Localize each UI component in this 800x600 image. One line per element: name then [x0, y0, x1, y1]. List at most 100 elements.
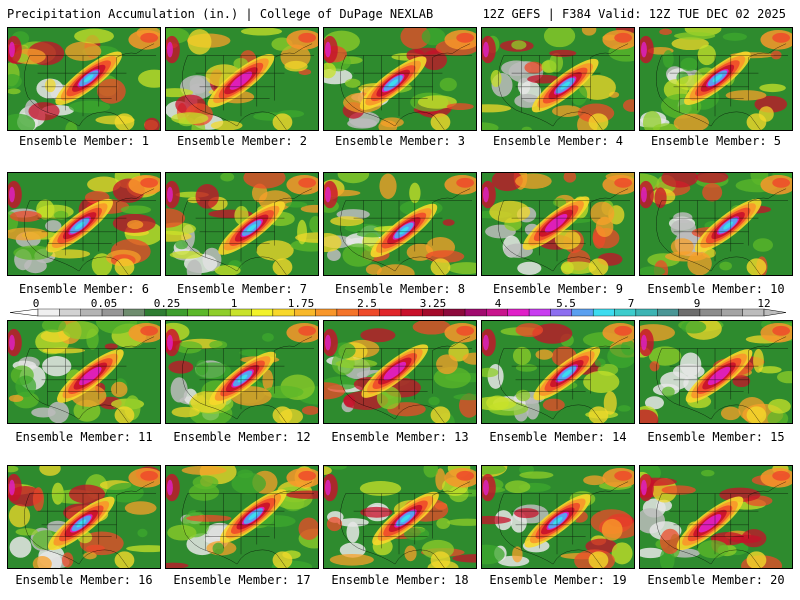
- precipitation-map-8: [324, 173, 476, 275]
- colorbar-tick-label: 0.25: [153, 297, 181, 310]
- ensemble-member-label-1: Ensemble Member: 1: [18, 134, 150, 148]
- colorbar-swatch: [187, 308, 210, 317]
- colorbar-arrow-right: [763, 308, 787, 317]
- colorbar-swatch: [464, 308, 487, 317]
- colorbar-swatch: [528, 308, 551, 317]
- precipitation-map-7: [166, 173, 318, 275]
- ensemble-member-map-4: [481, 27, 635, 131]
- precipitation-map-5: [640, 28, 792, 130]
- precipitation-map-10: [640, 173, 792, 275]
- colorbar-arrow-left: [9, 308, 39, 317]
- colorbar-swatch: [443, 308, 466, 317]
- colorbar-swatch: [507, 308, 530, 317]
- colorbar-tick-label: 12: [757, 297, 771, 310]
- precipitation-map-4: [482, 28, 634, 130]
- colorbar-swatch: [400, 308, 423, 317]
- ensemble-member-label-10: Ensemble Member: 10: [647, 282, 785, 296]
- colorbar-tick-labels: 0 0.05 0.25 1 1.75 2.5 3.25 4 5.5 7 9 12: [0, 297, 800, 310]
- colorbar-swatch: [251, 308, 274, 317]
- colorbar-tick-label: 2.5: [357, 297, 377, 310]
- colorbar-tick-label: 9: [693, 297, 701, 310]
- ensemble-member-map-19: [481, 465, 635, 569]
- precipitation-map-15: [640, 321, 792, 423]
- colorbar-swatch: [144, 308, 167, 317]
- ensemble-member-map-2: [165, 27, 319, 131]
- precipitation-map-13: [324, 321, 476, 423]
- ensemble-member-map-3: [323, 27, 477, 131]
- ensemble-member-map-20: [639, 465, 793, 569]
- colorbar-swatch: [229, 308, 252, 317]
- colorbar-swatch: [294, 308, 316, 317]
- ensemble-member-label-18: Ensemble Member: 18: [331, 573, 469, 587]
- product-title: Precipitation Accumulation (in.) | Colle…: [7, 7, 434, 21]
- ensemble-member-label-5: Ensemble Member: 5: [650, 134, 782, 148]
- colorbar-swatch: [272, 308, 295, 317]
- ensemble-member-label-20: Ensemble Member: 20: [647, 573, 785, 587]
- colorbar-tick-label: 4: [494, 297, 502, 310]
- colorbar-swatch: [101, 308, 124, 317]
- precipitation-map-6: [8, 173, 160, 275]
- precipitation-map-20: [640, 466, 792, 568]
- colorbar-swatch: [315, 308, 338, 317]
- precipitation-map-1: [8, 28, 160, 130]
- precipitation-map-17: [166, 466, 318, 568]
- ensemble-member-label-17: Ensemble Member: 17: [173, 573, 311, 587]
- colorbar-tick-label: 0: [32, 297, 40, 310]
- ensemble-member-label-14: Ensemble Member: 14: [489, 430, 627, 444]
- model-valid-time: 12Z GEFS | F384 Valid: 12Z TUE DEC 02 20…: [482, 7, 786, 21]
- precipitation-map-2: [166, 28, 318, 130]
- colorbar-tick-label: 5.5: [556, 297, 576, 310]
- colorbar-swatch: [635, 308, 658, 317]
- colorbar-tick-label: 1: [230, 297, 238, 310]
- ensemble-member-map-14: [481, 320, 635, 424]
- ensemble-member-map-11: [7, 320, 161, 424]
- colorbar-swatch: [80, 308, 103, 317]
- colorbar-swatch: [571, 308, 594, 317]
- header: Precipitation Accumulation (in.) | Colle…: [0, 0, 800, 26]
- colorbar-swatch: [486, 308, 508, 317]
- precipitation-map-18: [324, 466, 476, 568]
- colorbar-swatch: [336, 308, 359, 317]
- ensemble-member-label-12: Ensemble Member: 12: [173, 430, 311, 444]
- ensemble-member-label-4: Ensemble Member: 4: [492, 134, 624, 148]
- colorbar-tick-label: 0.05: [90, 297, 118, 310]
- ensemble-member-label-8: Ensemble Member: 8: [334, 282, 466, 296]
- precipitation-map-9: [482, 173, 634, 275]
- ensemble-member-label-13: Ensemble Member: 13: [331, 430, 469, 444]
- ensemble-member-map-12: [165, 320, 319, 424]
- colorbar-swatch: [59, 308, 81, 317]
- colorbar-swatch: [592, 308, 615, 317]
- colorbar-swatch: [742, 308, 765, 317]
- colorbar-swatch: [721, 308, 743, 317]
- precipitation-map-11: [8, 321, 160, 423]
- ensemble-member-map-10: [639, 172, 793, 276]
- ensemble-member-label-16: Ensemble Member: 16: [15, 573, 153, 587]
- precipitation-map-16: [8, 466, 160, 568]
- ensemble-member-label-11: Ensemble Member: 11: [15, 430, 153, 444]
- colorbar-swatch: [550, 308, 573, 317]
- ensemble-member-map-9: [481, 172, 635, 276]
- colorbar-swatch: [614, 308, 637, 317]
- ensemble-member-label-15: Ensemble Member: 15: [647, 430, 785, 444]
- colorbar-scale: [9, 308, 787, 317]
- colorbar: 0 0.05 0.25 1 1.75 2.5 3.25 4 5.5 7 9 12: [0, 297, 800, 319]
- colorbar-tick-label: 1.75: [287, 297, 315, 310]
- ensemble-member-map-6: [7, 172, 161, 276]
- ensemble-member-map-17: [165, 465, 319, 569]
- precipitation-map-14: [482, 321, 634, 423]
- ensemble-member-label-2: Ensemble Member: 2: [176, 134, 308, 148]
- colorbar-swatch: [123, 308, 145, 317]
- ensemble-member-label-6: Ensemble Member: 6: [18, 282, 150, 296]
- ensemble-member-label-9: Ensemble Member: 9: [492, 282, 624, 296]
- precipitation-map-12: [166, 321, 318, 423]
- colorbar-swatch: [37, 308, 60, 317]
- precipitation-map-3: [324, 28, 476, 130]
- ensemble-member-label-7: Ensemble Member: 7: [176, 282, 308, 296]
- ensemble-member-label-3: Ensemble Member: 3: [334, 134, 466, 148]
- ensemble-member-map-15: [639, 320, 793, 424]
- colorbar-swatch: [379, 308, 402, 317]
- colorbar-swatch: [699, 308, 722, 317]
- precipitation-map-19: [482, 466, 634, 568]
- ensemble-member-map-1: [7, 27, 161, 131]
- ensemble-member-label-19: Ensemble Member: 19: [489, 573, 627, 587]
